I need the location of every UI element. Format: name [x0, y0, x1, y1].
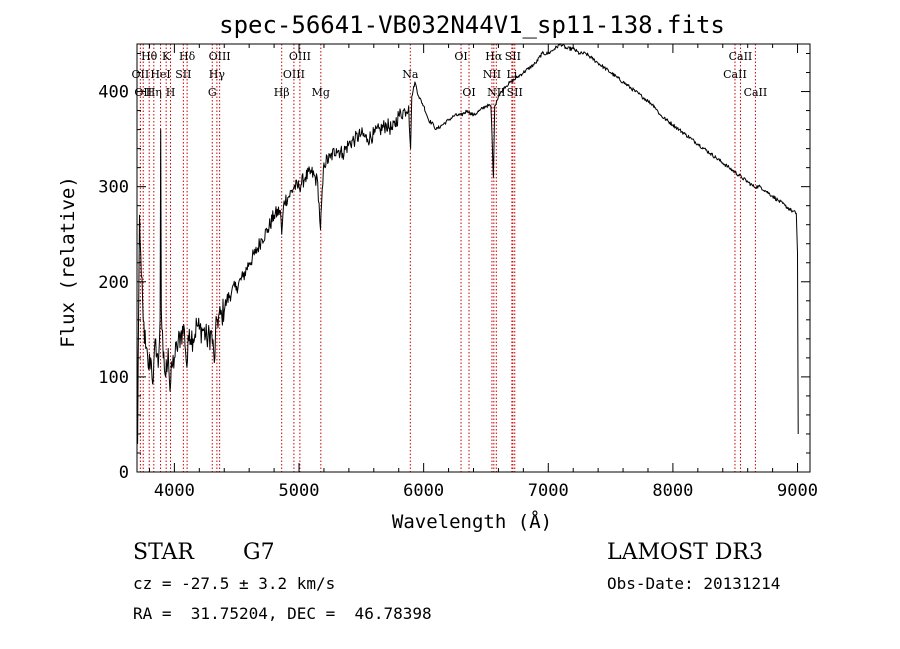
y-axis-label: Flux (relative)	[57, 176, 79, 348]
line-label: Li	[506, 68, 517, 81]
x-tick-label: 8000	[652, 481, 693, 501]
line-label: SII	[505, 50, 521, 63]
line-label: Hη	[146, 86, 162, 99]
line-label: K	[162, 50, 171, 63]
line-label: SII	[175, 68, 191, 81]
line-label: NII	[483, 68, 501, 81]
spectrum-line	[136, 43, 799, 444]
x-tick-label: 7000	[528, 481, 569, 501]
chart-axes: 4000 5000 6000 7000 8000 9000 0 100 200 300 400	[98, 43, 818, 501]
line-label: Hγ	[209, 68, 226, 81]
survey-label: LAMOST DR3	[607, 540, 763, 565]
line-label: CaII	[723, 68, 747, 81]
y-tick-label: 200	[98, 273, 129, 293]
line-label: NII	[487, 86, 505, 99]
class-label: STAR	[133, 540, 194, 565]
line-label: OIII	[289, 50, 311, 63]
line-label: SII	[507, 86, 523, 99]
subclass-label: G7	[243, 540, 275, 565]
y-tick-label: 0	[119, 463, 129, 483]
line-label: OI	[454, 50, 467, 63]
plot-frame	[136, 43, 811, 473]
line-label: Hθ	[141, 50, 158, 63]
x-tick-label: 4000	[154, 481, 195, 501]
line-label: OII	[132, 68, 150, 81]
line-label: H	[166, 86, 176, 99]
y-tick-label: 100	[98, 368, 129, 388]
line-label: Mg	[312, 86, 330, 99]
line-label: OIII	[209, 50, 231, 63]
line-label: Hβ	[274, 86, 290, 99]
y-tick-label: 400	[98, 83, 129, 103]
line-label: OII	[134, 86, 152, 99]
x-tick-label: 9000	[777, 481, 818, 501]
obs-date-text: Obs-Date: 20131214	[607, 574, 781, 593]
line-label: OI	[462, 86, 475, 99]
chart-title: spec-56641-VB032N44V1_sp11-138.fits	[219, 11, 725, 39]
line-label: OIII	[283, 68, 305, 81]
line-label: G	[208, 86, 217, 99]
x-tick-label: 5000	[279, 481, 320, 501]
x-tick-label: 6000	[403, 481, 444, 501]
line-label: CaII	[729, 50, 753, 63]
spectrum-series	[136, 43, 799, 444]
y-tick-label: 300	[98, 178, 129, 198]
line-labels: OII OII Hθ Hη HeI K H SII Hδ G Hγ OIII Hβ OIII OIII Mg N…	[132, 50, 768, 99]
line-label: Hδ	[179, 50, 196, 63]
line-markers	[139, 44, 756, 472]
redshift-text: cz = -27.5 ± 3.2 km/s	[133, 574, 336, 593]
line-label: CaII	[744, 86, 768, 99]
line-label: Na	[402, 68, 419, 81]
line-label: HeI	[150, 68, 170, 81]
coordinates-text: RA = 31.75204, DEC = 46.78398	[133, 604, 432, 623]
x-axis-label: Wavelength (Å)	[392, 510, 552, 533]
line-label: Hα	[485, 50, 503, 63]
